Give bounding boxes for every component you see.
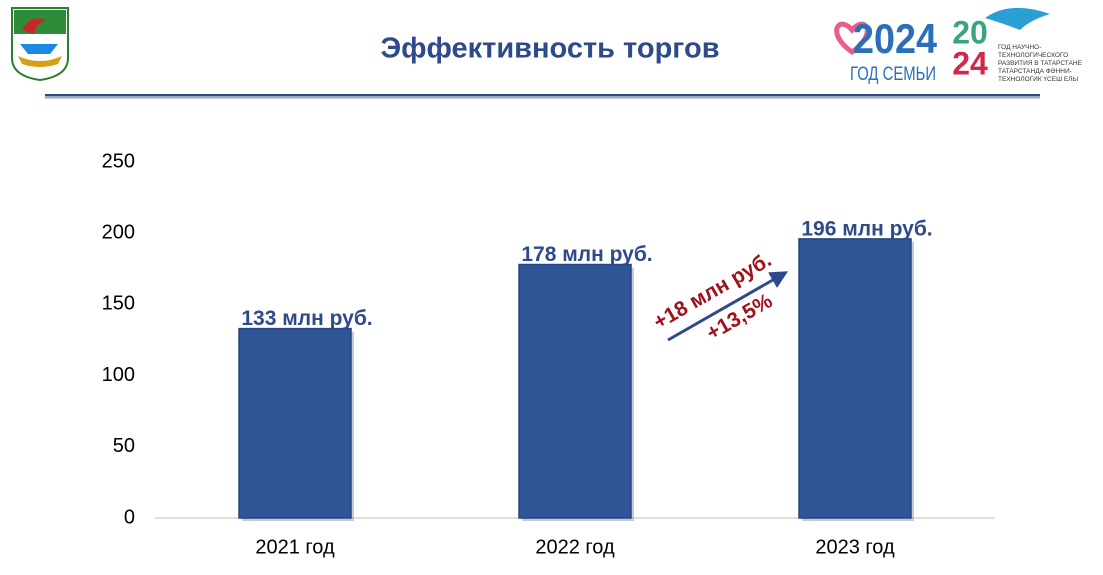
logo-science-tt: ТАТАРСТАНДА ФӘННИ-ТЕХНОЛОГИК ҮСЕШ ЕЛЫ [998, 68, 1079, 83]
logo-year: 2024 [853, 15, 938, 62]
y-tick-label: 200 [102, 221, 135, 243]
chart-title: Эффективность торгов [380, 33, 719, 65]
x-tick-label: 2021 год [255, 536, 335, 558]
y-tick-label: 150 [102, 293, 135, 315]
x-tick-label: 2023 год [815, 536, 895, 558]
y-tick-label: 250 [102, 150, 135, 172]
bar [238, 327, 352, 519]
coat-of-arms [11, 7, 69, 82]
y-tick-label: 50 [113, 435, 135, 457]
bar [798, 238, 912, 519]
logo-science-text: ГОД НАУЧНО-ТЕХНОЛОГИЧЕСКОГО РАЗВИТИЯ В Т… [998, 44, 1082, 83]
x-tick-label: 2022 год [535, 536, 615, 558]
value-label: 196 млн руб. [801, 217, 932, 240]
logo-family: ГОД СЕМЬИ [850, 64, 936, 85]
logo-science-20: 20 [952, 14, 988, 50]
logo-science-24: 24 [952, 45, 988, 81]
growth-arrow [667, 271, 789, 342]
y-tick-label: 100 [102, 364, 135, 386]
value-label: 133 млн руб. [241, 307, 372, 330]
value-label: 178 млн руб. [521, 243, 652, 266]
y-tick-label: 0 [124, 506, 135, 528]
logo-science-ru: ГОД НАУЧНО-ТЕХНОЛОГИЧЕСКОГО РАЗВИТИЯ В Т… [998, 44, 1082, 67]
year-logo: 2024 ГОД СЕМЬИ 20 24 ГОД НАУЧНО-ТЕХНОЛОГ… [834, 7, 1082, 85]
bar [518, 263, 632, 519]
